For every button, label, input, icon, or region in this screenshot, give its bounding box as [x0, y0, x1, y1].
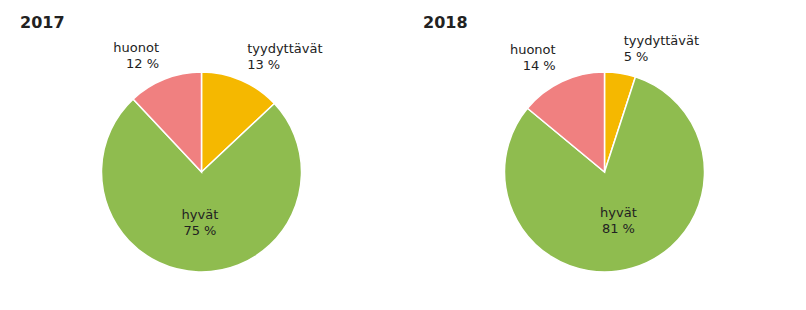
chart-container: 2017tyydyttävät13 %hyvät75 %huonot12 %20… — [0, 0, 806, 310]
slices — [101, 72, 301, 272]
category-label: hyvät — [600, 205, 637, 220]
data-label: 12 % — [126, 56, 159, 71]
slices — [505, 72, 705, 272]
labels: tyydyttävät13 % hyvät75 % huonot12 % — [113, 40, 322, 238]
labels: tyydyttävät5 % hyvät81 % huonot14 % — [510, 33, 699, 236]
pie-panel: 2017 tyydyttävät13 % hyvät75 % huonot12 % — [20, 13, 323, 272]
pie-slice — [527, 72, 604, 172]
data-label: 5 % — [624, 49, 649, 64]
pie-slice — [133, 72, 201, 172]
category-label: tyydyttävät — [624, 33, 699, 48]
category-label: huonot — [113, 40, 159, 55]
data-label: 75 % — [183, 223, 216, 238]
pie-panel: 2018 tyydyttävät5 % hyvät81 % huonot14 % — [423, 13, 705, 272]
chart-svg: 2017tyydyttävät13 %hyvät75 %huonot12 %20… — [0, 0, 806, 310]
category-label: tyydyttävät — [247, 41, 322, 56]
chart-title: 2017 — [20, 13, 65, 32]
category-label: huonot — [510, 42, 556, 57]
data-label: 14 % — [523, 58, 556, 73]
data-label: 13 % — [247, 57, 280, 72]
chart-title: 2018 — [423, 13, 468, 32]
data-label: 81 % — [602, 221, 635, 236]
category-label: hyvät — [182, 207, 219, 222]
